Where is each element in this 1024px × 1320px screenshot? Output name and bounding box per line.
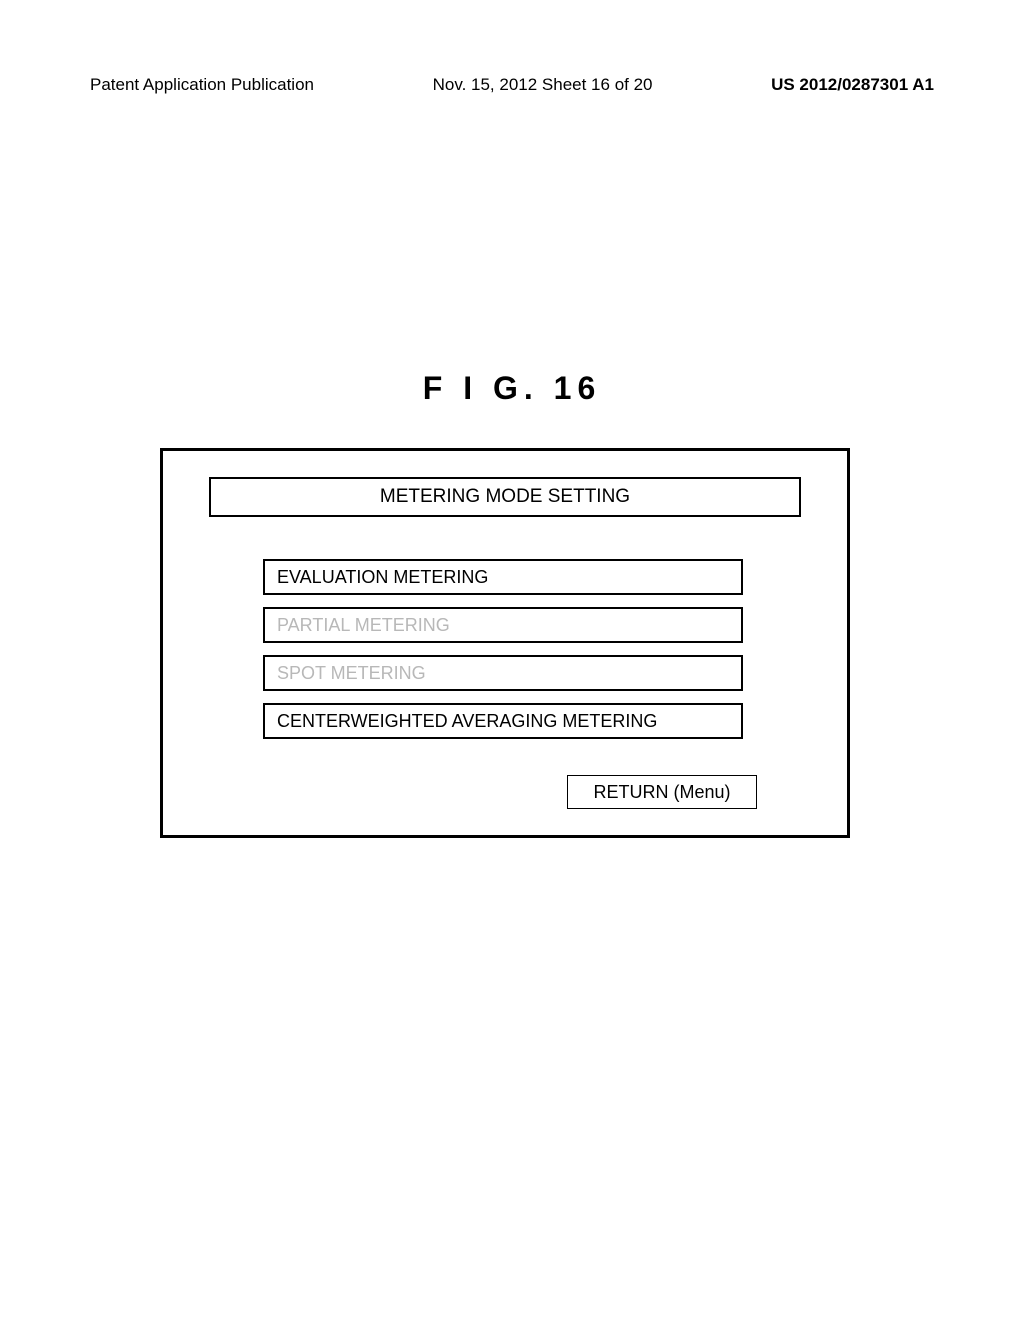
- settings-panel: METERING MODE SETTING EVALUATION METERIN…: [160, 448, 850, 838]
- option-label: CENTERWEIGHTED AVERAGING METERING: [277, 711, 657, 732]
- document-header: Patent Application Publication Nov. 15, …: [90, 75, 934, 95]
- header-left: Patent Application Publication: [90, 75, 314, 95]
- option-label: EVALUATION METERING: [277, 567, 488, 588]
- header-center: Nov. 15, 2012 Sheet 16 of 20: [433, 75, 653, 95]
- option-label: SPOT METERING: [277, 663, 426, 684]
- figure-label: F I G. 16: [423, 370, 601, 407]
- return-label: RETURN (Menu): [593, 782, 730, 803]
- option-list: EVALUATION METERING PARTIAL METERING SPO…: [263, 559, 743, 751]
- header-right: US 2012/0287301 A1: [771, 75, 934, 95]
- option-label: PARTIAL METERING: [277, 615, 450, 636]
- return-button[interactable]: RETURN (Menu): [567, 775, 757, 809]
- option-evaluation-metering[interactable]: EVALUATION METERING: [263, 559, 743, 595]
- panel-title: METERING MODE SETTING: [209, 477, 801, 517]
- option-partial-metering[interactable]: PARTIAL METERING: [263, 607, 743, 643]
- option-spot-metering[interactable]: SPOT METERING: [263, 655, 743, 691]
- option-centerweighted-metering[interactable]: CENTERWEIGHTED AVERAGING METERING: [263, 703, 743, 739]
